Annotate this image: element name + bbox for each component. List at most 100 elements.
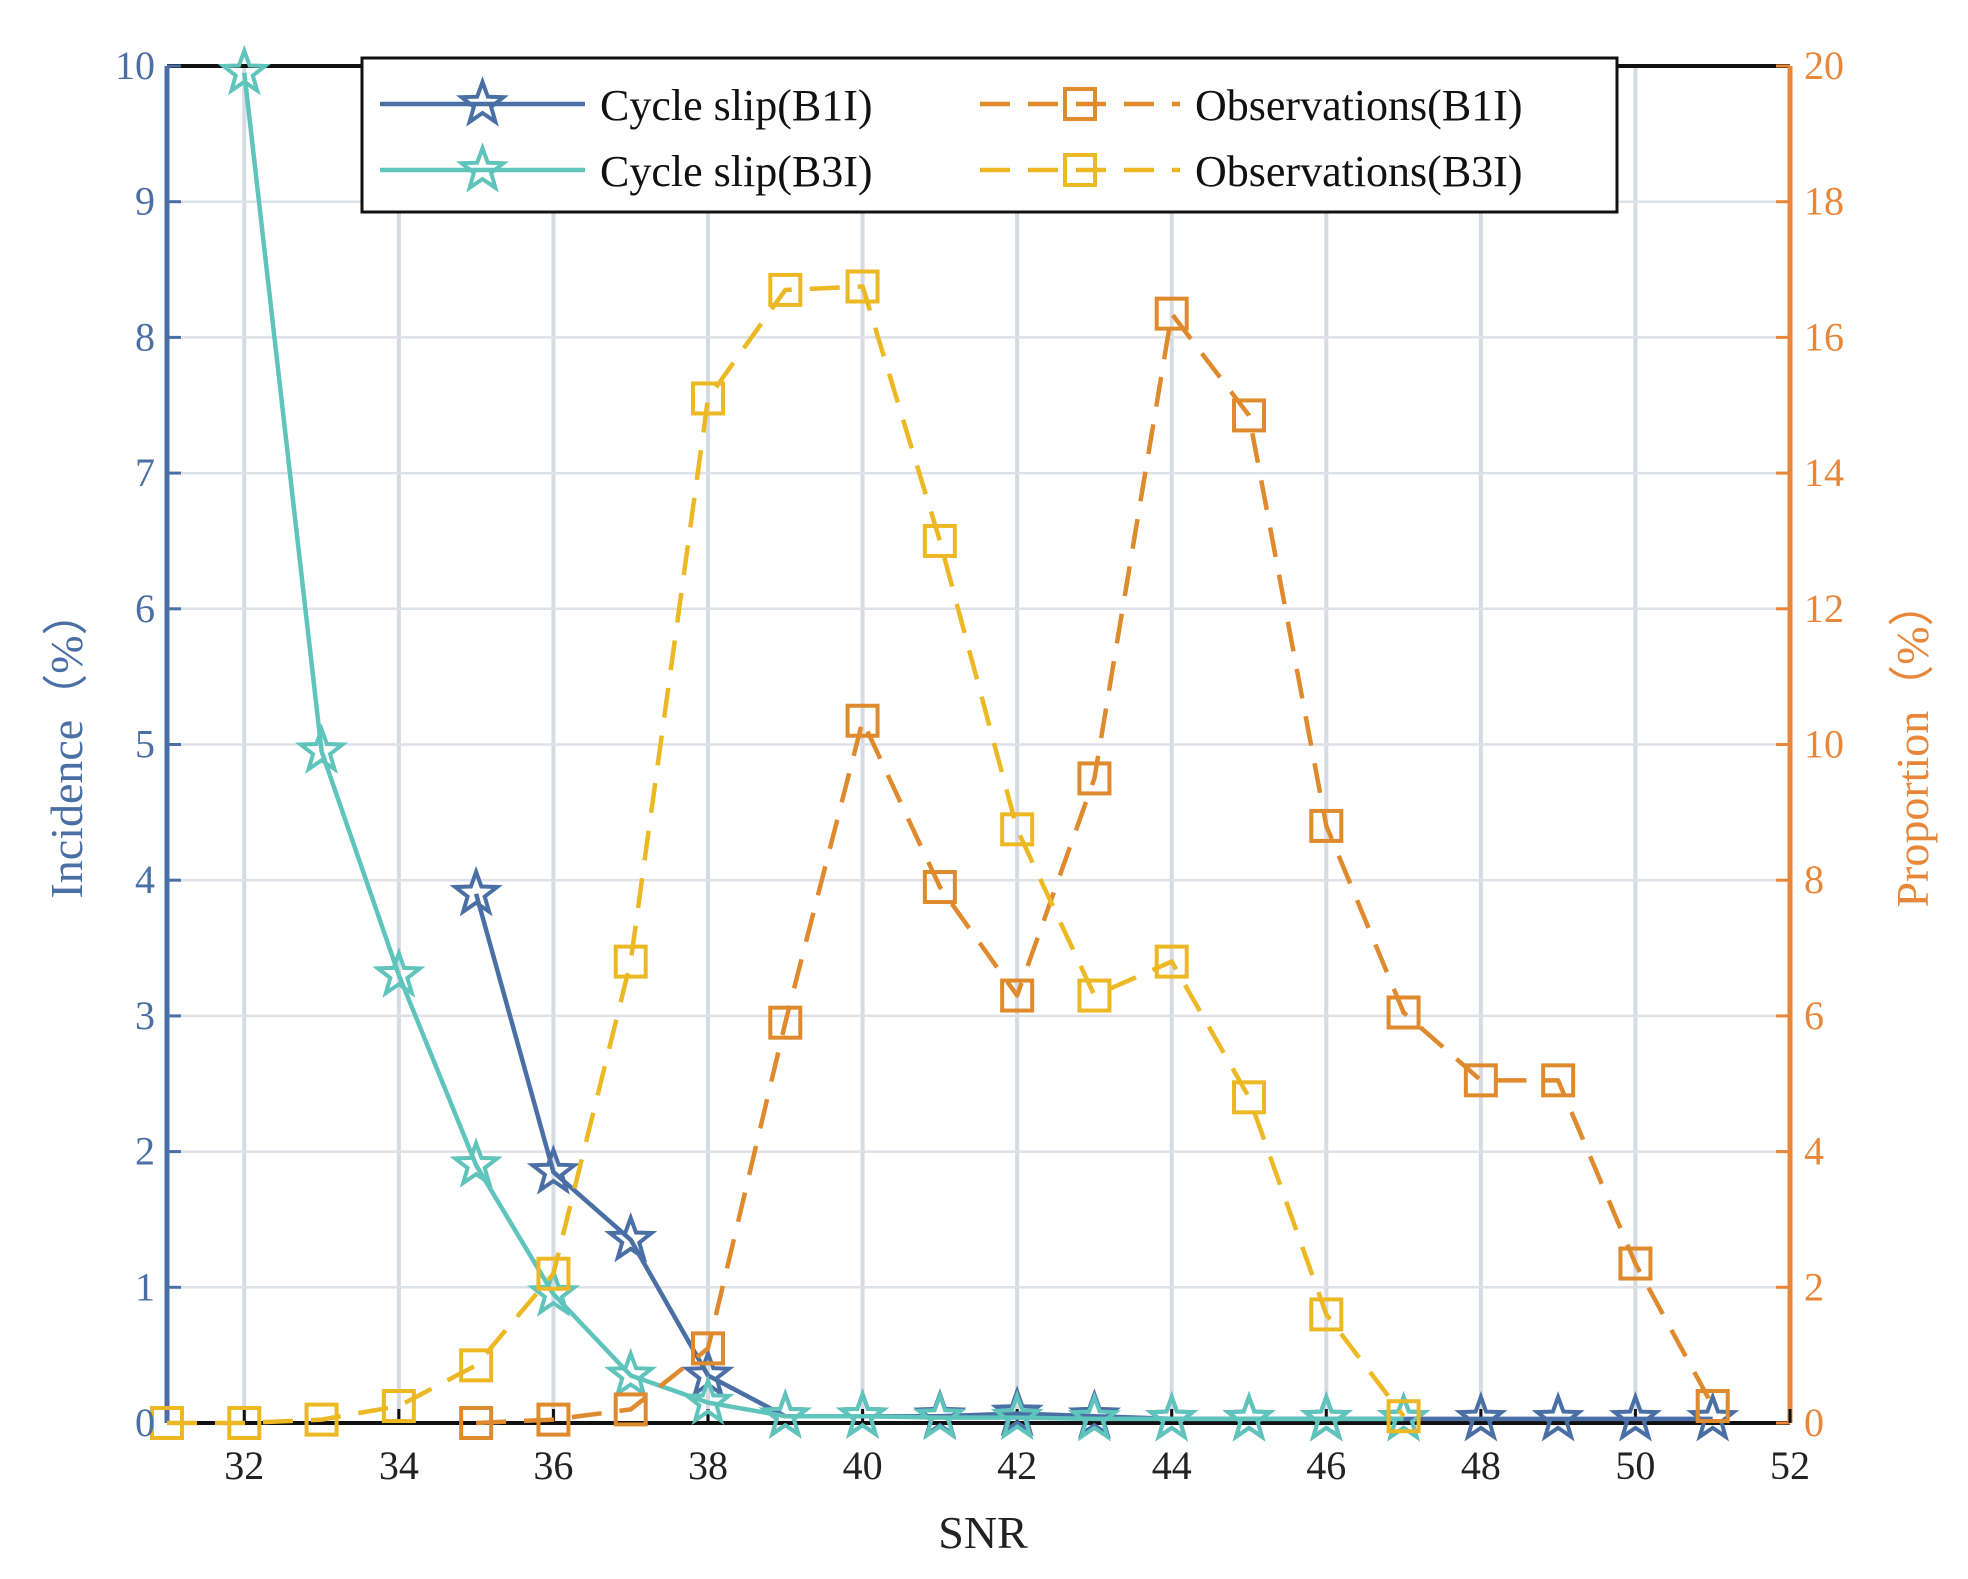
left-y-tick-label: 5 — [135, 722, 155, 767]
data-point — [1463, 1063, 1498, 1098]
right-y-tick-label: 14 — [1804, 450, 1844, 495]
series-obs-b1i — [459, 296, 1730, 1440]
x-tick-label: 50 — [1615, 1443, 1655, 1488]
data-point — [990, 1389, 1044, 1441]
data-point — [691, 1331, 725, 1366]
legend-label-obs-b1i: Observations(B1I) — [1195, 81, 1523, 130]
data-point — [1541, 1063, 1576, 1098]
left-y-tick-label: 7 — [135, 450, 155, 495]
x-tick-label: 40 — [843, 1443, 883, 1488]
data-point — [604, 1347, 658, 1399]
data-point — [1309, 808, 1344, 843]
data-point — [536, 1256, 571, 1291]
data-point — [459, 1348, 494, 1383]
data-point — [1618, 1246, 1653, 1281]
legend-marker-cycle-b1i — [456, 76, 509, 127]
x-tick-label: 44 — [1152, 1443, 1192, 1488]
x-tick-label: 32 — [224, 1443, 264, 1488]
right-y-tick-label: 18 — [1804, 179, 1844, 224]
data-point — [1454, 1390, 1508, 1442]
right-y-tick-label: 20 — [1804, 43, 1844, 88]
right-y-tick-label: 2 — [1804, 1264, 1824, 1309]
data-point — [294, 723, 349, 774]
left-y-tick-label: 6 — [135, 586, 155, 631]
x-tick-label: 38 — [688, 1443, 728, 1488]
left-y-tick-label: 4 — [135, 857, 155, 902]
x-tick-label: 36 — [533, 1443, 573, 1488]
right-y-tick-label: 12 — [1804, 586, 1844, 631]
left-y-tick-label: 10 — [115, 43, 155, 88]
left-y-axis-label: Incidence（%） — [41, 589, 92, 898]
right-y-tick-label: 8 — [1804, 857, 1824, 902]
data-point — [381, 1389, 416, 1424]
left-y-tick-label: 2 — [135, 1129, 155, 1174]
data-point — [845, 703, 880, 738]
data-point — [1154, 944, 1189, 979]
data-point — [526, 1144, 581, 1195]
data-point — [1309, 1297, 1344, 1332]
data-point — [835, 1388, 890, 1439]
data-point — [150, 1406, 184, 1440]
series-obs-b3i — [150, 269, 1421, 1440]
data-point — [604, 1211, 658, 1263]
right-y-tick-label: 4 — [1804, 1129, 1824, 1174]
x-axis-label: SNR — [938, 1507, 1028, 1558]
data-point — [1145, 1391, 1199, 1442]
right-y-tick-label: 0 — [1804, 1400, 1824, 1445]
x-tick-label: 48 — [1461, 1443, 1501, 1488]
series-line — [167, 284, 1406, 1426]
data-point — [768, 272, 803, 307]
data-point — [1232, 1080, 1266, 1115]
x-tick-label: 34 — [379, 1443, 419, 1488]
legend: Cycle slip(B1I) Cycle slip(B3I) Observat… — [360, 56, 1619, 214]
data-point — [990, 1385, 1044, 1437]
legend-marker-obs-b1i — [1063, 87, 1097, 121]
data-point — [1067, 1388, 1122, 1439]
grid — [167, 66, 1790, 1423]
data-point — [1077, 761, 1112, 796]
data-point — [1067, 1391, 1122, 1442]
legend-label-cycle-b1i: Cycle slip(B1I) — [600, 81, 873, 130]
data-point — [227, 1406, 262, 1440]
data-point — [372, 947, 426, 998]
data-point — [1077, 978, 1112, 1013]
left-y-tick-label: 3 — [135, 993, 155, 1038]
legend-marker-cycle-b3i — [456, 142, 509, 193]
data-point — [1531, 1390, 1585, 1442]
data-point — [536, 1402, 571, 1437]
left-y-tick-label: 0 — [135, 1400, 155, 1445]
data-point — [1695, 1389, 1730, 1424]
data-point — [1154, 296, 1189, 331]
series-cycle-b3i — [217, 44, 1431, 1442]
legend-label-cycle-b3i: Cycle slip(B3I) — [600, 147, 873, 196]
data-point — [459, 1406, 494, 1440]
right-y-tick-label: 16 — [1804, 314, 1844, 359]
left-y-tick-label: 8 — [135, 314, 155, 359]
data-point — [758, 1388, 812, 1439]
data-point — [217, 44, 271, 96]
series-line — [242, 72, 1404, 1422]
data-point — [1000, 812, 1035, 847]
right-y-tick-label: 10 — [1804, 722, 1844, 767]
data-point — [1386, 995, 1421, 1030]
data-point — [845, 269, 880, 304]
legend-symbols — [380, 76, 1180, 193]
series-line — [473, 893, 1713, 1422]
legend-label-obs-b3i: Observations(B3I) — [1195, 147, 1523, 196]
right-y-tick-label: 6 — [1804, 993, 1824, 1038]
legend-box — [360, 56, 1619, 214]
x-tick-label: 46 — [1306, 1443, 1346, 1488]
data-point — [1222, 1391, 1276, 1442]
data-point — [922, 523, 957, 558]
x-tick-label: 42 — [997, 1443, 1037, 1488]
data-point — [1232, 398, 1266, 433]
data-point — [768, 1005, 803, 1040]
data-point — [613, 944, 648, 979]
data-point — [1386, 1399, 1421, 1434]
data-point — [1000, 978, 1035, 1013]
data-point — [1608, 1391, 1663, 1442]
data-point — [449, 865, 503, 917]
